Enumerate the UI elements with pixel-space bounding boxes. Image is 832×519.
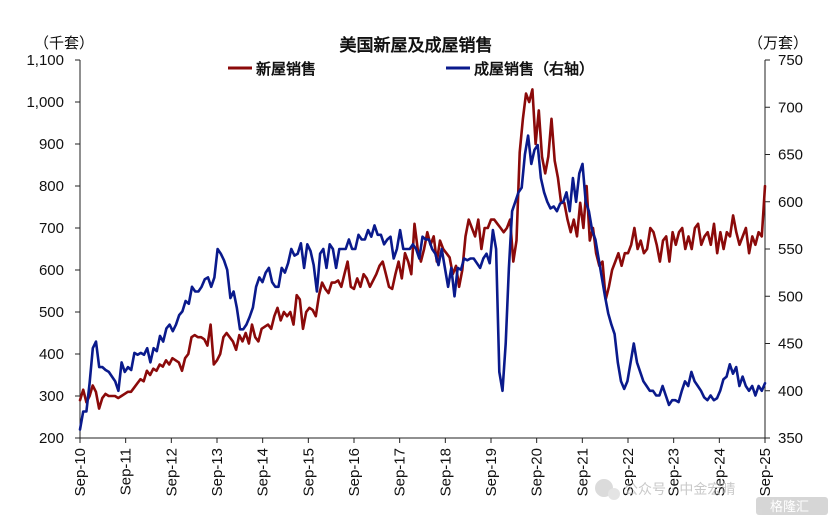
x-tick-label: Sep-21 — [574, 448, 591, 496]
left-tick-label: 700 — [39, 220, 64, 237]
x-tick-label: Sep-10 — [72, 448, 89, 496]
right-tick-label: 400 — [778, 383, 803, 400]
axes: 200 300 400 500 600 700 800 900 1,000 1,100 350 400… — [26, 52, 803, 496]
right-tick-label: 600 — [778, 194, 803, 211]
right-tick-label: 650 — [778, 147, 803, 164]
wechat-logo-icon-small — [608, 488, 620, 500]
watermark-text: 公众号 · 中金宏晴 — [624, 482, 735, 498]
x-tick-label: Sep-13 — [209, 448, 226, 496]
left-tick-label: 200 — [39, 430, 64, 447]
watermark-logo-badge — [756, 497, 828, 515]
watermark-logo-text: 格隆汇 — [770, 499, 809, 515]
left-tick-label: 300 — [39, 388, 64, 405]
x-tick-label: Sep-17 — [392, 448, 409, 496]
x-tick-label: Sep-24 — [711, 448, 728, 496]
left-tick-label: 900 — [39, 136, 64, 153]
legend-label-existing-home-sales: 成屋销售（右轴） — [474, 60, 594, 78]
right-axis-unit: （万套） — [748, 34, 808, 52]
left-tick-label: 1,100 — [26, 52, 64, 69]
x-tick-label: Sep-25 — [757, 448, 774, 496]
x-tick-label: Sep-12 — [163, 448, 180, 496]
legend-label-new-home-sales: 新屋销售 — [256, 60, 316, 78]
chart-title: 美国新屋及成屋销售 — [340, 35, 493, 56]
left-tick-label: 600 — [39, 262, 64, 279]
x-tick-label: Sep-18 — [437, 448, 454, 496]
right-tick-label: 350 — [778, 430, 803, 447]
left-tick-label: 1,000 — [26, 94, 64, 111]
right-tick-label: 700 — [778, 99, 803, 116]
x-tick-label: Sep-19 — [483, 448, 500, 496]
right-tick-label: 550 — [778, 241, 803, 258]
left-tick-label: 400 — [39, 346, 64, 363]
right-tick-label: 500 — [778, 288, 803, 305]
x-tick-label: Sep-20 — [529, 448, 546, 496]
right-tick-label: 750 — [778, 52, 803, 69]
x-tick-label: Sep-16 — [346, 448, 363, 496]
watermark: 公众号 · 中金宏晴 格隆汇 — [595, 479, 828, 515]
left-axis-unit: （千套） — [34, 34, 94, 52]
x-tick-label: Sep-14 — [255, 448, 272, 496]
left-tick-label: 800 — [39, 178, 64, 195]
left-tick-label: 500 — [39, 304, 64, 321]
x-tick-label: Sep-22 — [620, 448, 637, 496]
series-lines — [78, 88, 767, 431]
series-line-existing-home-sales — [78, 134, 767, 431]
legend: 新屋销售 成屋销售（右轴） — [228, 60, 594, 78]
x-tick-label: Sep-23 — [666, 448, 683, 496]
x-tick-label: Sep-15 — [300, 448, 317, 496]
right-tick-label: 450 — [778, 336, 803, 353]
x-tick-label: Sep-11 — [118, 448, 135, 495]
series-line-new-home-sales — [78, 88, 767, 410]
